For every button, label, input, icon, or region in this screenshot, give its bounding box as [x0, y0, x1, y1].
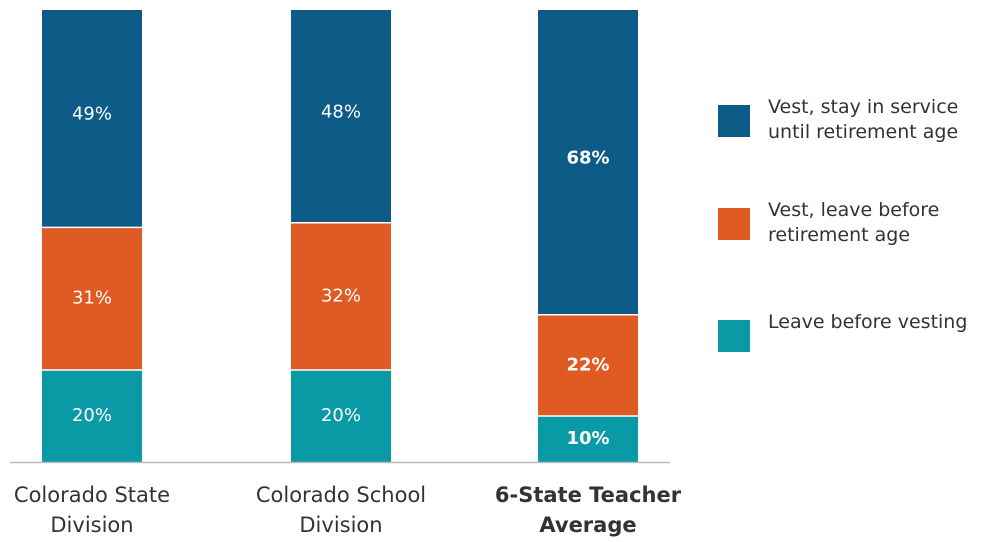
data-label: 68% [566, 147, 609, 168]
bar-segment [42, 2, 142, 228]
data-label: 48% [321, 101, 361, 122]
bar-segment [538, 2, 638, 315]
data-label: 31% [72, 288, 112, 309]
bar-segment [42, 227, 142, 370]
x-tick-label: 6-State Teacher Average [494, 483, 682, 537]
data-label: 20% [72, 405, 112, 426]
legend-swatch [718, 320, 750, 352]
bar-segment [291, 370, 391, 462]
bar-segment [42, 370, 142, 462]
top-mask [0, 0, 700, 10]
bar-segment [538, 416, 638, 462]
data-label: 32% [321, 285, 361, 306]
bar-segment [291, 222, 391, 370]
legend-label: Vest, leave before retirement age [768, 199, 940, 246]
x-tick-label: Colorado School Division [255, 483, 427, 537]
legend-swatch [718, 105, 750, 137]
data-label: 22% [566, 354, 609, 375]
legend-label: Leave before vesting [768, 311, 968, 333]
data-label: 10% [566, 428, 609, 449]
bar-segment [291, 2, 391, 223]
legend-label: Vest, stay in service until retirement a… [768, 96, 959, 143]
data-label: 49% [72, 104, 112, 125]
bar-segment [538, 314, 638, 416]
data-label: 20% [321, 405, 361, 426]
x-tick-label: Colorado State Division [13, 483, 171, 537]
legend-swatch [718, 208, 750, 240]
